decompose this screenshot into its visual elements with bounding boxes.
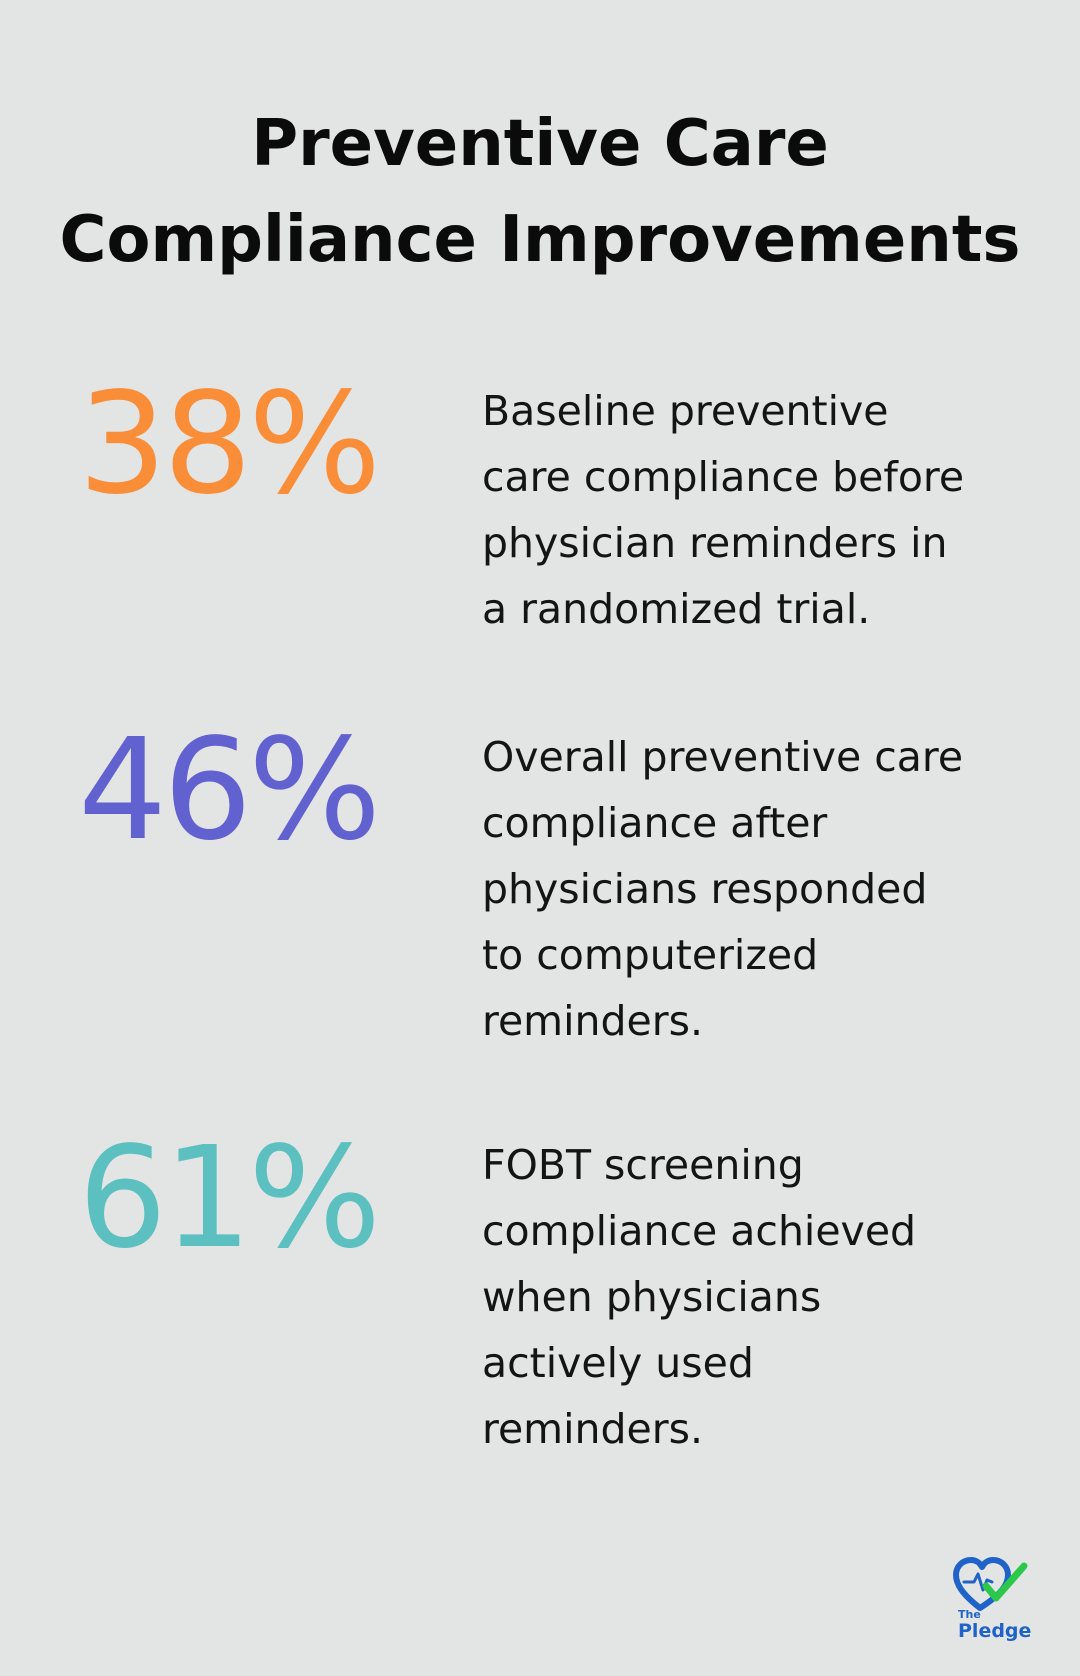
stat-description-line: compliance after xyxy=(482,799,828,847)
stat-value: 46% xyxy=(78,709,381,872)
stat-description-line: a randomized trial. xyxy=(482,585,871,633)
stat-description-line: to computerized xyxy=(482,931,819,979)
stat-description-line: physician reminders in xyxy=(482,519,948,567)
logo-text-the: The xyxy=(958,1608,981,1621)
stat-description-line: Baseline preventive xyxy=(482,387,889,435)
page-title: Preventive Care Compliance Improvements xyxy=(0,96,1080,288)
stat-value: 38% xyxy=(78,363,381,526)
stat-description: FOBT screening compliance achieved when … xyxy=(482,1132,1022,1462)
stat-description-line: reminders. xyxy=(482,1405,703,1453)
logo-text-name: Pledge xyxy=(958,1620,1032,1642)
stat-description-line: compliance achieved xyxy=(482,1207,917,1255)
stat-description-line: FOBT screening xyxy=(482,1141,804,1189)
stat-description: Baseline preventive care compliance befo… xyxy=(482,378,1022,642)
stat-value: 61% xyxy=(78,1117,381,1280)
brand-logo: The Pledge xyxy=(952,1556,1048,1656)
stat-description-line: Overall preventive care xyxy=(482,733,964,781)
title-line-2: Compliance Improvements xyxy=(59,203,1021,277)
stat-description: Overall preventive care compliance after… xyxy=(482,724,1022,1054)
stat-description-line: actively used xyxy=(482,1339,754,1387)
title-line-1: Preventive Care xyxy=(251,107,829,181)
heart-check-icon xyxy=(953,1557,1028,1611)
stat-description-line: physicians responded xyxy=(482,865,928,913)
stat-description-line: reminders. xyxy=(482,997,703,1045)
stat-description-line: when physicians xyxy=(482,1273,822,1321)
stat-description-line: care compliance before xyxy=(482,453,965,501)
